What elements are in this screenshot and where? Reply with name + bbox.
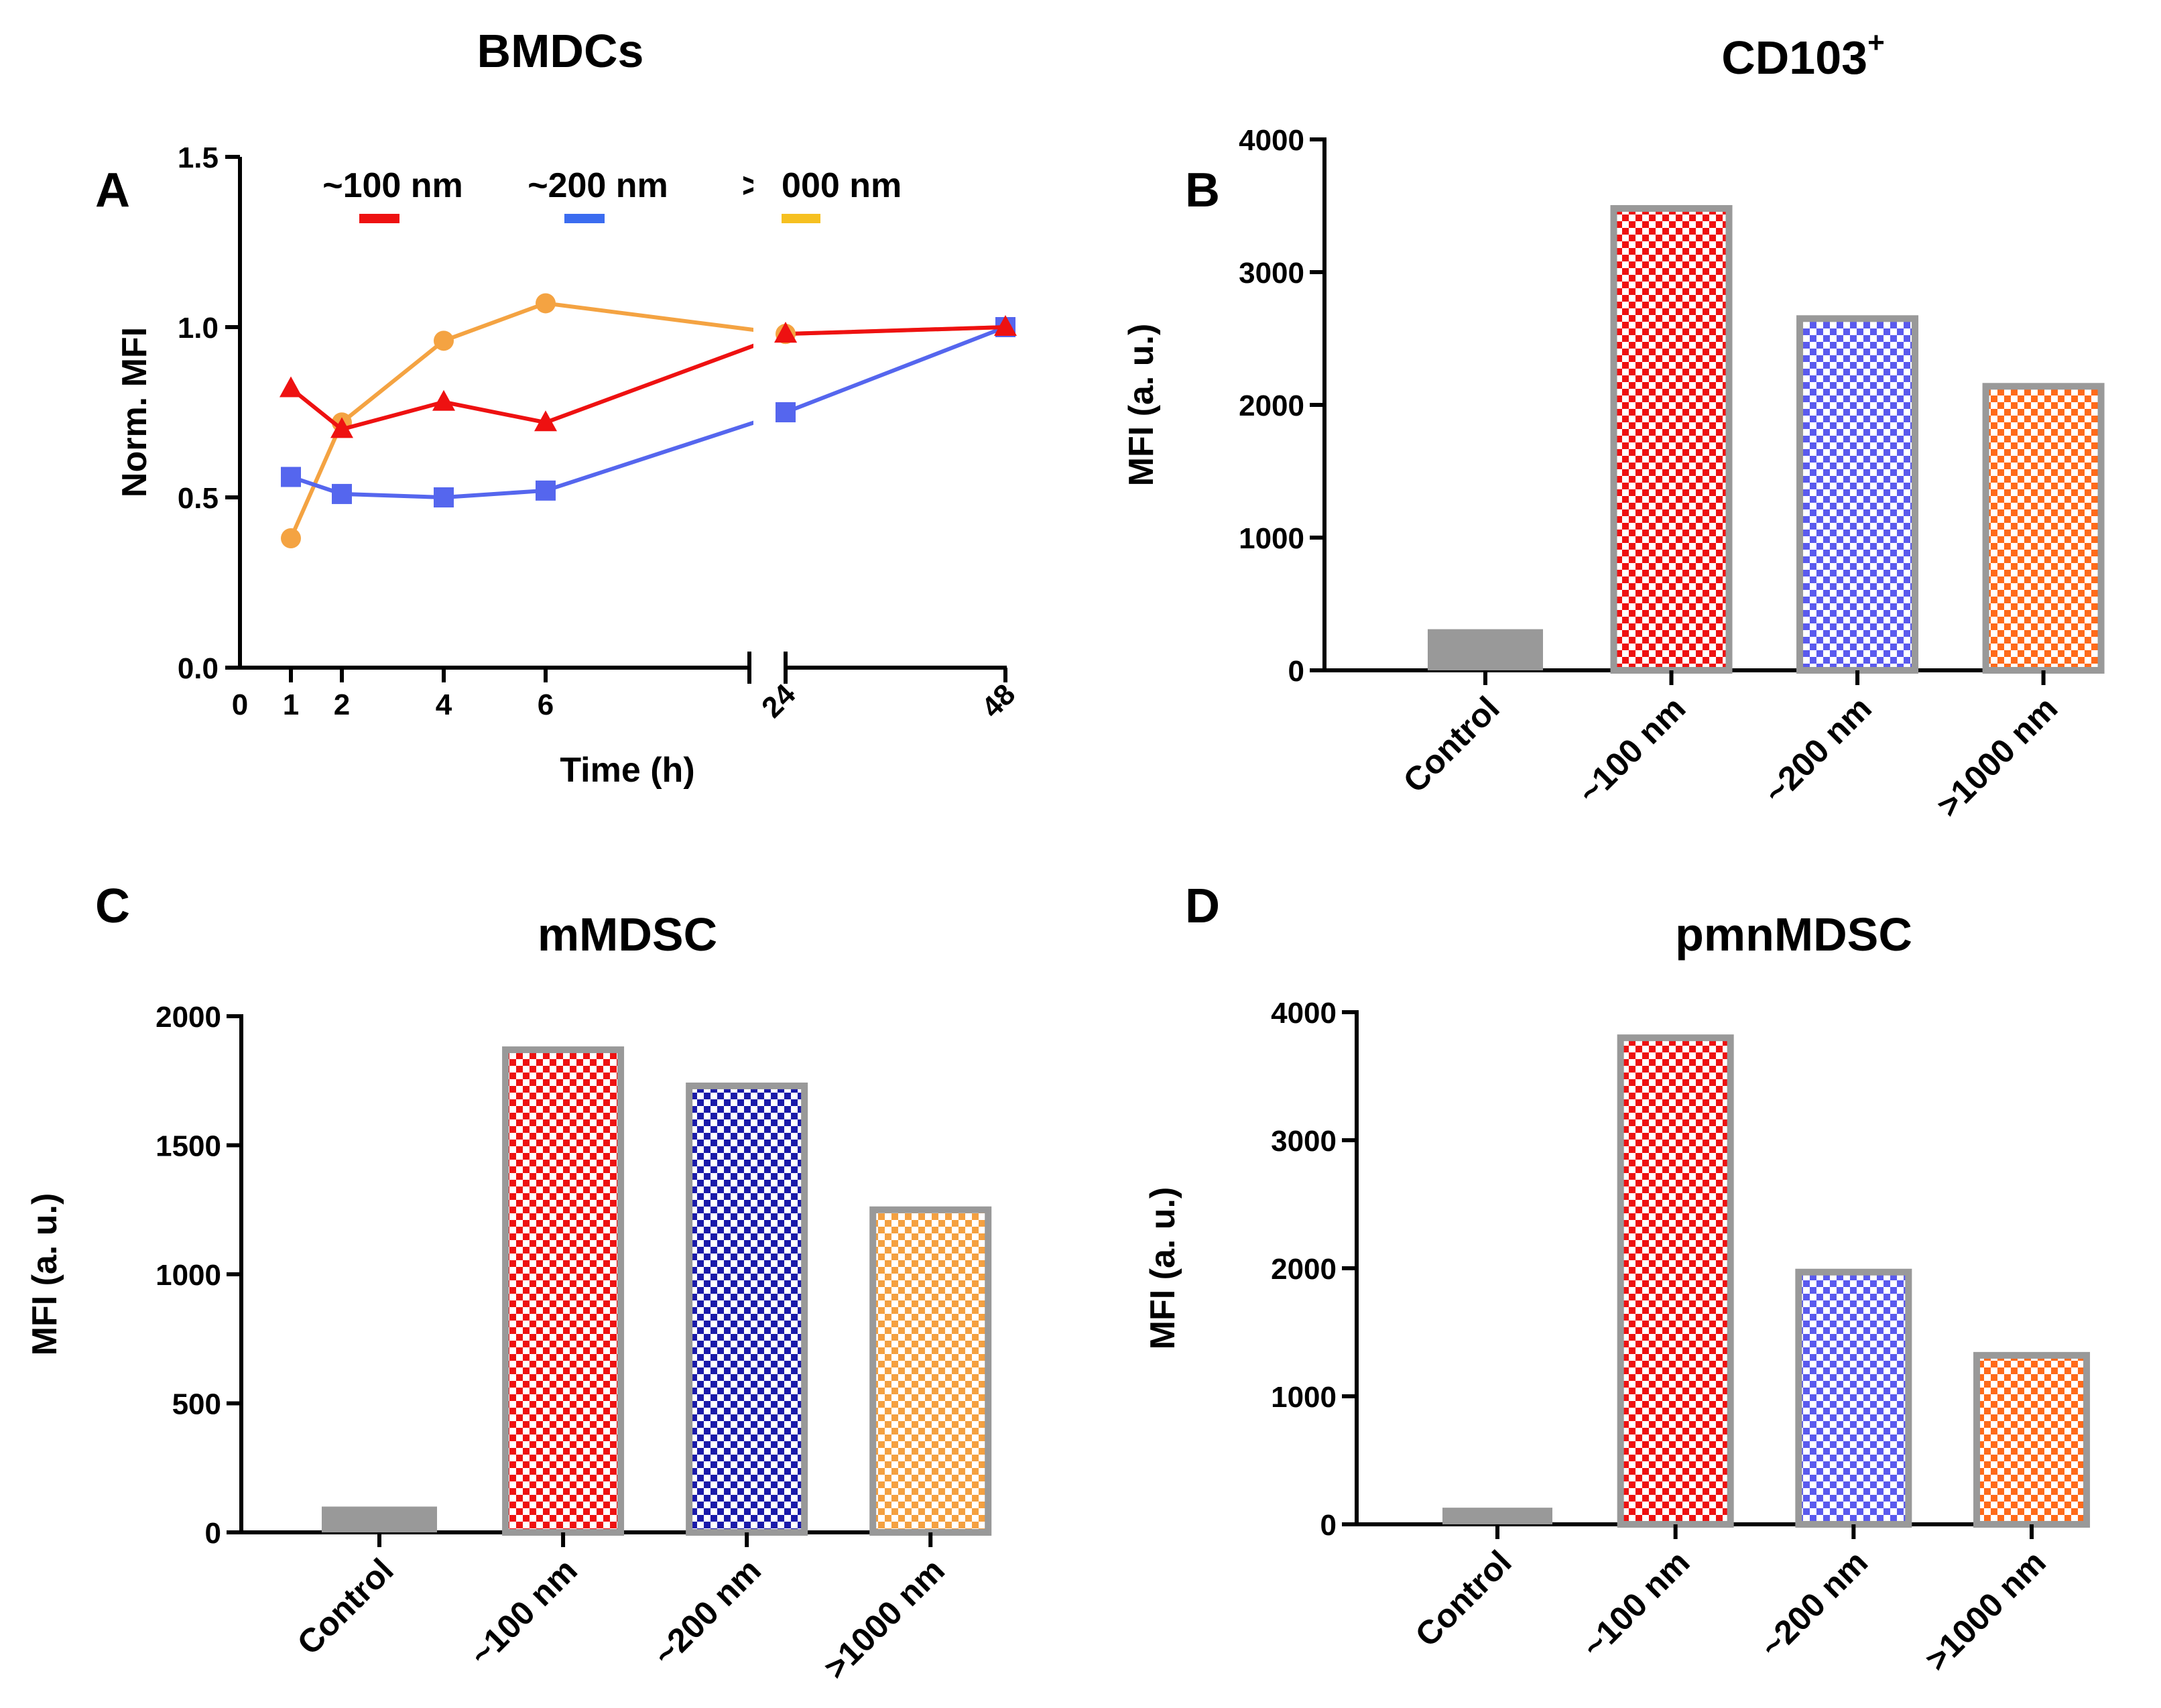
x-tick-label: 2 bbox=[334, 688, 350, 721]
panel-b-bar-chart: CD103+ B 0 1000 2000 3000 4000 MFI (a. u.) Contr… bbox=[1122, 26, 2105, 825]
y-axis-label: MFI (a. u.) bbox=[1122, 324, 1161, 487]
series-line-100-nm bbox=[290, 325, 1006, 432]
y-tick-label: 1.5 bbox=[178, 141, 219, 174]
series-line-1000-nm bbox=[289, 301, 1006, 540]
bar-100-nm bbox=[1610, 204, 1733, 674]
chart-title: BMDCs bbox=[477, 25, 644, 77]
chart-title: mMDSC bbox=[538, 908, 717, 961]
y-tick-label: 3000 bbox=[1239, 257, 1304, 290]
data-point-200-nm bbox=[776, 402, 796, 422]
panel-label: A bbox=[95, 164, 130, 217]
x-tick-label: 24 bbox=[755, 678, 802, 725]
x-tick-label: ~200 nm bbox=[1753, 1543, 1875, 1665]
x-tick-label: ~200 nm bbox=[646, 1551, 768, 1673]
y-tick-label: 1000 bbox=[156, 1259, 221, 1292]
x-tick-label: 6 bbox=[538, 688, 554, 721]
y-tick-label: 1500 bbox=[156, 1130, 221, 1163]
data-point-200-nm bbox=[332, 483, 352, 504]
panel-c-bar-chart: mMDSC C 0 500 1000 1500 2000 MFI (a. u.) Control… bbox=[25, 879, 992, 1687]
bar-1000-nm bbox=[869, 1206, 992, 1536]
x-axis-label: Time (h) bbox=[560, 751, 694, 790]
y-tick-label: 0.5 bbox=[178, 482, 219, 515]
x-tick-label: 1 bbox=[283, 688, 299, 721]
y-tick-label: 2000 bbox=[1239, 389, 1304, 422]
bar-1000-nm bbox=[1982, 383, 2105, 674]
x-tick-label: 48 bbox=[975, 678, 1022, 724]
y-tick-label: 4000 bbox=[1271, 997, 1337, 1030]
bar-1000-nm bbox=[1973, 1351, 2091, 1528]
data-point-200-nm bbox=[281, 467, 301, 487]
data-point-100-nm bbox=[280, 376, 302, 398]
x-tick-label: Control bbox=[290, 1551, 401, 1662]
data-point-1000-nm bbox=[536, 293, 556, 314]
data-point-100-nm bbox=[432, 389, 455, 411]
y-tick-label: 500 bbox=[172, 1388, 221, 1421]
x-tick-label: ~100 nm bbox=[1570, 689, 1692, 811]
y-tick-label: 2000 bbox=[156, 1001, 221, 1034]
data-point-200-nm bbox=[434, 487, 454, 507]
y-tick-label: 1000 bbox=[1239, 522, 1304, 555]
data-point-100-nm bbox=[774, 322, 797, 343]
data-point-1000-nm bbox=[434, 330, 454, 351]
y-tick-label: 1.0 bbox=[178, 312, 219, 345]
panel-label: C bbox=[95, 879, 130, 933]
y-tick-label: 0 bbox=[205, 1517, 221, 1550]
title-superscript: + bbox=[1867, 26, 1885, 59]
x-tick-label: 0 bbox=[232, 688, 248, 721]
y-tick-label: 3000 bbox=[1271, 1125, 1337, 1158]
y-tick-label: 1000 bbox=[1271, 1381, 1337, 1414]
data-point-100-nm bbox=[330, 417, 353, 438]
x-tick-label: >1000 nm bbox=[1930, 689, 2065, 825]
data-point-1000-nm bbox=[281, 528, 301, 548]
panel-label: D bbox=[1185, 879, 1220, 933]
bar-100-nm bbox=[502, 1046, 625, 1536]
x-tick-label: ~100 nm bbox=[1575, 1543, 1696, 1665]
bar-200-nm bbox=[1796, 315, 1919, 674]
y-tick-label: 2000 bbox=[1271, 1253, 1337, 1286]
bar-200-nm bbox=[686, 1082, 808, 1536]
x-tick-label: 4 bbox=[436, 688, 452, 721]
x-tick-label: ~100 nm bbox=[462, 1551, 584, 1673]
y-axis-label: MFI (a. u.) bbox=[25, 1193, 64, 1356]
x-tick-label: >1000 nm bbox=[1918, 1543, 2053, 1679]
bar-200-nm bbox=[1795, 1268, 1912, 1528]
legend-label-200-nm: ~200 nm bbox=[528, 166, 668, 205]
panel-label: B bbox=[1185, 164, 1220, 217]
x-tick-label: >1000 nm bbox=[816, 1551, 952, 1687]
y-tick-label: 4000 bbox=[1239, 124, 1304, 157]
x-tick-label: Control bbox=[1408, 1543, 1519, 1654]
data-point-100-nm bbox=[994, 315, 1017, 336]
x-tick-label: Control bbox=[1396, 689, 1507, 800]
legend-label-100-nm: ~100 nm bbox=[322, 166, 463, 205]
y-tick-label: 0 bbox=[1320, 1509, 1337, 1542]
y-tick-label: 0 bbox=[1288, 655, 1304, 688]
bar-100-nm bbox=[1617, 1034, 1734, 1528]
chart-title: pmnMDSC bbox=[1675, 908, 1912, 961]
data-point-100-nm bbox=[534, 410, 557, 432]
y-axis-label: Norm. MFI bbox=[115, 327, 154, 497]
y-tick-label: 0.0 bbox=[178, 652, 219, 685]
y-axis-label: MFI (a. u.) bbox=[1144, 1187, 1182, 1350]
bar-control bbox=[1442, 1508, 1552, 1524]
x-tick-label: ~200 nm bbox=[1757, 689, 1879, 811]
chart-title: CD103+ bbox=[1721, 26, 1885, 84]
bar-control bbox=[1428, 629, 1543, 670]
bar-control bbox=[322, 1506, 437, 1532]
panel-d-bar-chart: pmnMDSC D 0 1000 2000 3000 4000 MFI (a. u.) Cont… bbox=[1144, 879, 2091, 1679]
data-point-200-nm bbox=[536, 480, 556, 501]
